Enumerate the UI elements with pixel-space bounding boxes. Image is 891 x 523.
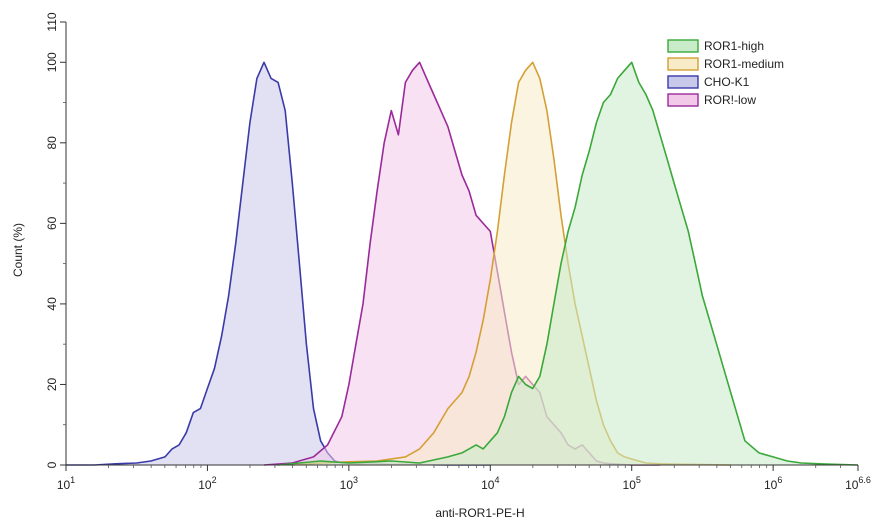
x-tick-label: 104 (481, 475, 499, 492)
series-area-cho-k1 (66, 62, 491, 466)
legend-label-ror1-high: ROR1-high (704, 39, 764, 53)
series-area-ror-low (264, 62, 660, 466)
legend-label-ror-low: ROR!-low (704, 93, 756, 107)
series-area-ror1-medium (292, 62, 731, 466)
y-axis-title: Count (%) (11, 223, 25, 277)
x-tick-label: 102 (198, 475, 216, 492)
x-axis-title: anti-ROR1-PE-H (435, 506, 524, 520)
series-area-ror1-high (278, 62, 859, 466)
x-tick-label: 106 (764, 475, 782, 492)
legend-swatch-ror1-medium (667, 57, 699, 71)
legend: ROR1-high ROR1-medium CHO-K1 ROR!-low (667, 39, 784, 107)
y-tick-label: 20 (45, 377, 59, 391)
x-tick-label: 105 (623, 475, 641, 492)
y-tick-label: 40 (45, 297, 59, 311)
y-tick-label: 60 (45, 216, 59, 230)
legend-label-cho-k1: CHO-K1 (704, 75, 750, 89)
x-tick-label: 106.6 (845, 475, 871, 492)
x-tick-label: 101 (57, 475, 75, 492)
x-tick-label: 103 (340, 475, 358, 492)
axes: 101 102 103 104 105 106 106.6 0 20 40 60 80 100 110 (45, 12, 871, 492)
legend-swatch-ror-low (667, 93, 699, 107)
y-tick-label: 100 (45, 52, 59, 72)
legend-label-ror1-medium: ROR1-medium (704, 57, 784, 71)
series-line-ror1-high (278, 61, 859, 466)
legend-swatch-cho-k1 (667, 75, 699, 89)
y-tick-label: 80 (45, 136, 59, 150)
legend-swatch-ror1-high (667, 39, 699, 53)
series-areas (66, 61, 859, 466)
y-tick-label: 0 (45, 461, 59, 468)
y-tick-label: 110 (45, 12, 59, 31)
